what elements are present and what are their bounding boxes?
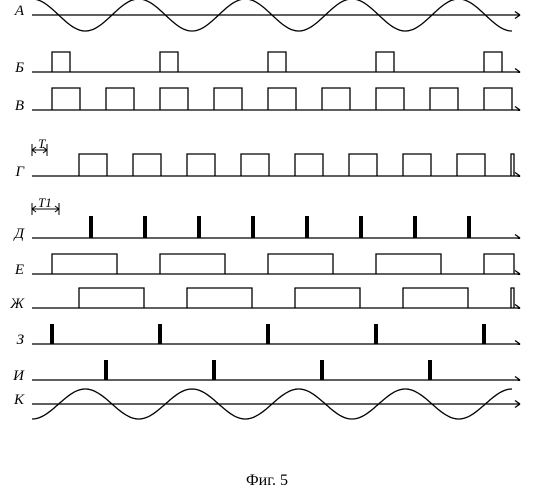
waveform-b xyxy=(0,51,534,73)
figure-caption: Фиг. 5 xyxy=(0,472,534,490)
waveform-row-e: Е xyxy=(0,253,534,275)
waveform-row-i: И xyxy=(0,359,534,381)
waveform-j xyxy=(0,287,534,309)
waveform-e xyxy=(0,253,534,275)
row-label-g: Г xyxy=(4,164,24,181)
row-label-z: З xyxy=(4,332,24,349)
dimension-t1 xyxy=(0,199,534,219)
waveform-i xyxy=(0,359,534,381)
row-label-b: Б xyxy=(4,60,24,77)
waveform-row-v: В xyxy=(0,87,534,111)
row-label-e: Е xyxy=(4,262,24,279)
row-label-i: И xyxy=(4,368,24,385)
waveform-a xyxy=(0,0,534,33)
waveform-row-b: Б xyxy=(0,51,534,73)
row-label-k: К xyxy=(4,392,24,409)
dimension-label-t1: Т1 xyxy=(38,195,52,211)
waveform-row-z: З xyxy=(0,323,534,345)
dimension-t xyxy=(0,140,534,160)
row-label-j: Ж xyxy=(4,296,24,313)
waveform-row-a: А xyxy=(0,0,534,33)
waveform-z xyxy=(0,323,534,345)
waveform-row-k: К xyxy=(0,387,534,421)
row-label-d: Д xyxy=(4,226,24,243)
row-label-a: А xyxy=(4,3,24,20)
dimension-label-t: Т xyxy=(38,136,45,152)
timing-diagram-figure: АБВГДЕЖЗИКТТ1Фиг. 5 xyxy=(0,0,534,500)
waveform-k xyxy=(0,387,534,421)
row-label-v: В xyxy=(4,98,24,115)
waveform-v xyxy=(0,87,534,111)
waveform-row-j: Ж xyxy=(0,287,534,309)
